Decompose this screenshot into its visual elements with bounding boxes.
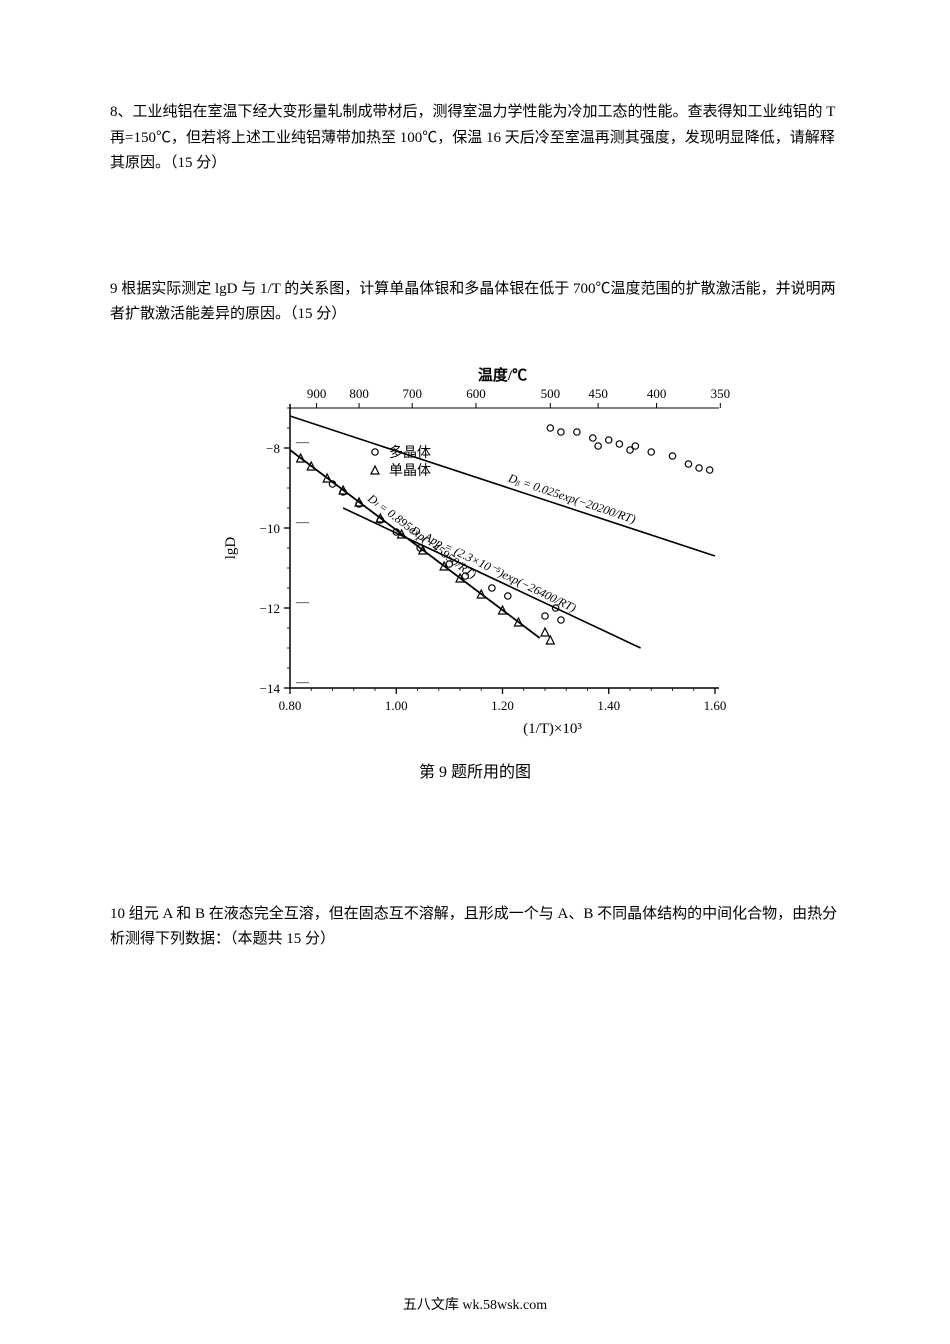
q8-text: 8、工业纯铝在室温下经大变形量轧制成带材后，测得室温力学性能为冷加工态的性能。查… — [110, 104, 835, 171]
svg-text:lgD: lgD — [223, 536, 239, 559]
question-9: 9 根据实际测定 lgD 与 1/T 的关系图，计算单晶体银和多晶体银在低于 7… — [110, 277, 840, 328]
svg-text:多晶体: 多晶体 — [389, 444, 431, 461]
svg-text:450: 450 — [588, 386, 608, 401]
svg-text:—: — — [295, 674, 310, 689]
svg-text:单晶体: 单晶体 — [389, 463, 431, 479]
q9-caption-text: 第 9 题所用的图 — [419, 764, 531, 781]
svg-text:350: 350 — [711, 386, 731, 401]
svg-text:Dₗ = 0.895exp(−45950/RT): Dₗ = 0.895exp(−45950/RT) — [364, 490, 479, 581]
svg-text:温度/℃: 温度/℃ — [478, 366, 527, 384]
svg-text:900: 900 — [307, 386, 327, 401]
footer-text: 五八文库 wk.58wsk.com — [403, 1298, 547, 1313]
svg-text:1.60: 1.60 — [704, 698, 727, 713]
svg-text:—: — — [295, 434, 310, 449]
svg-text:1.20: 1.20 — [491, 698, 514, 713]
svg-text:500: 500 — [541, 386, 561, 401]
svg-text:400: 400 — [647, 386, 667, 401]
svg-text:600: 600 — [466, 386, 486, 401]
svg-text:—: — — [295, 514, 310, 529]
q9-chart-caption: 第 9 题所用的图 — [110, 758, 840, 782]
svg-text:(1/T)×10³: (1/T)×10³ — [523, 721, 582, 737]
q10-text: 10 组元 A 和 B 在液态完全互溶，但在固态互不溶解，且形成一个与 A、B … — [110, 906, 837, 948]
svg-text:−8: −8 — [266, 441, 280, 456]
q9-text: 9 根据实际测定 lgD 与 1/T 的关系图，计算单晶体银和多晶体银在低于 7… — [110, 281, 836, 323]
question-9-block: 9 根据实际测定 lgD 与 1/T 的关系图，计算单晶体银和多晶体银在低于 7… — [110, 277, 840, 782]
svg-text:−10: −10 — [260, 521, 280, 536]
svg-text:0.80: 0.80 — [279, 698, 302, 713]
svg-text:−14: −14 — [260, 681, 281, 696]
question-8: 8、工业纯铝在室温下经大变形量轧制成带材后，测得室温力学性能为冷加工态的性能。查… — [110, 100, 840, 177]
svg-text:−12: −12 — [260, 601, 280, 616]
page-footer: 五八文库 wk.58wsk.com — [0, 1294, 950, 1314]
svg-text:700: 700 — [402, 386, 422, 401]
q9-chart: 0.80 1.00 1.20 1.40 1.60 −14 — −12 — −10 — −8 — 900 80… — [215, 358, 735, 738]
svg-text:1.00: 1.00 — [385, 698, 408, 713]
svg-text:800: 800 — [349, 386, 369, 401]
svg-text:1.40: 1.40 — [597, 698, 620, 713]
svg-text:Dᵦ = 0.025exp(−20200/RT): Dᵦ = 0.025exp(−20200/RT) — [506, 470, 638, 526]
question-10: 10 组元 A 和 B 在液态完全互溶，但在固态互不溶解，且形成一个与 A、B … — [110, 902, 840, 953]
svg-text:—: — — [295, 594, 310, 609]
